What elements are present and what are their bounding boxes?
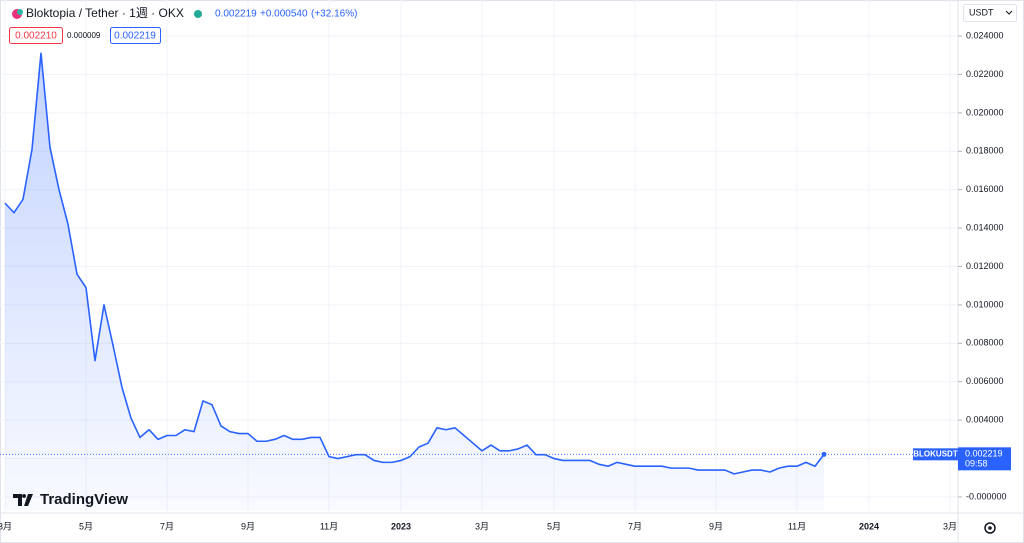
- y-tick-label: 0.024000: [966, 30, 1004, 40]
- price-label: 0.002219: [965, 449, 1003, 459]
- price-box: [958, 447, 1011, 471]
- y-tick-label: 0.012000: [966, 261, 1004, 271]
- x-tick-label: 7月: [628, 521, 642, 531]
- plot: [0, 52, 958, 510]
- ask[interactable]: 0.002219: [114, 31, 156, 42]
- y-tick-label: 0.014000: [966, 222, 1004, 232]
- change: +0.000540: [260, 9, 308, 20]
- symbol-box: [913, 448, 958, 461]
- x-tick-label: 5月: [547, 521, 561, 531]
- settings-icon[interactable]: [984, 522, 996, 534]
- x-tick-label: 3月: [943, 521, 957, 531]
- logo-mark: [13, 494, 33, 506]
- x-tick-label: 2023: [391, 521, 411, 531]
- y-tick-label: 0.022000: [966, 69, 1004, 79]
- y-tick-label: 0.004000: [966, 415, 1004, 425]
- bid[interactable]: 0.002210: [15, 31, 57, 42]
- market-status[interactable]: [194, 10, 202, 18]
- y-tick-label: 0.008000: [966, 338, 1004, 348]
- spread: 0.000009: [67, 31, 101, 40]
- y-tick-label: 0.018000: [966, 146, 1004, 156]
- last-point: [821, 451, 827, 457]
- symbol-label: BLOKUSDT: [913, 449, 958, 458]
- x-tick-label: 11月: [788, 521, 806, 531]
- x-tick-label: 9月: [709, 521, 723, 531]
- symbol-title[interactable]: Bloktopia / Tether · 1週 · OKX: [26, 6, 184, 20]
- x-tick-label: 5月: [79, 521, 93, 531]
- symbol-icon: [17, 9, 23, 15]
- brand[interactable]: TradingView: [40, 491, 128, 508]
- buy-box[interactable]: [110, 27, 161, 44]
- y-tick-label: 0.020000: [966, 107, 1004, 117]
- settings-icon: [988, 526, 992, 530]
- dropdown-arrow: [1005, 10, 1013, 15]
- change-pct: (+32.16%): [311, 9, 357, 20]
- y-tick-label: 0.010000: [966, 299, 1004, 309]
- price-line: [4, 52, 825, 475]
- y-tick-label: 0.016000: [966, 184, 1004, 194]
- x-tick-label: 7月: [160, 521, 174, 531]
- countdown: 09:58: [965, 459, 988, 469]
- currency[interactable]: USDT: [969, 7, 994, 17]
- x-tick-label: 11月: [320, 521, 338, 531]
- x-tick-label: 2024: [859, 521, 879, 531]
- x-tick-label: 3月: [475, 521, 489, 531]
- last-price: 0.002219: [215, 9, 257, 20]
- y-tick-label: -0.000000: [966, 491, 1007, 501]
- currency-select[interactable]: [963, 4, 1017, 22]
- y-tick-label: 0.006000: [966, 376, 1004, 386]
- x-tick-label: 3月: [0, 521, 12, 531]
- area: [5, 53, 824, 510]
- sell-box[interactable]: [9, 27, 63, 44]
- x-tick-label: 9月: [241, 521, 255, 531]
